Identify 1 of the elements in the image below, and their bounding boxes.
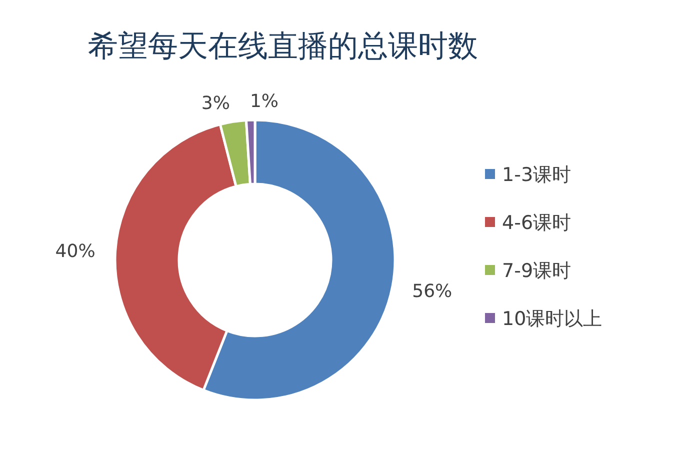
title: 希望每天在线直播的总课时数 xyxy=(88,29,478,64)
